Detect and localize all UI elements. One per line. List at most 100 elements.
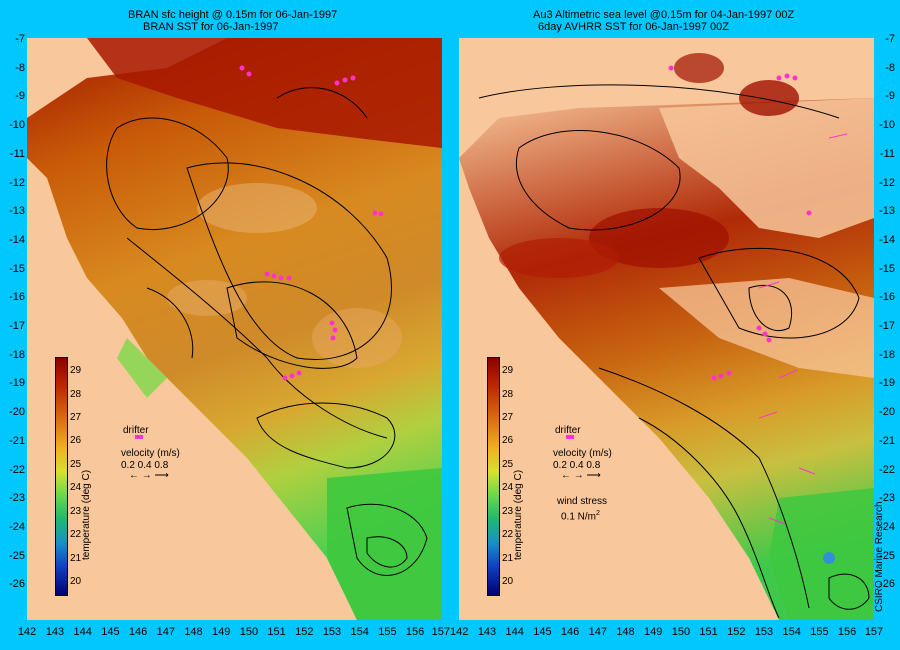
colorbar-tick: 28 — [70, 388, 82, 400]
left-title-line2: BRAN SST for 06-Jan-1997 — [143, 21, 279, 33]
lon-tick: 152 — [727, 626, 746, 638]
lon-tick: 146 — [128, 626, 148, 638]
lon-tick: 149 — [644, 626, 663, 638]
lat-tick: -25 — [879, 549, 895, 562]
bran-sst-field — [27, 38, 442, 620]
colorbar-tick: 24 — [502, 482, 514, 494]
lat-tick: -11 — [879, 147, 895, 160]
lat-tick: -17 — [9, 320, 25, 332]
lat-tick: -22 — [9, 463, 25, 476]
colorbar-gradient — [55, 357, 68, 596]
velocity-arrows-right: ← → ⟶ — [561, 470, 601, 481]
credit-text: CSIRO Marine Research — [874, 501, 885, 612]
drifter-marker-right — [566, 435, 574, 439]
lat-tick: -13 — [879, 205, 895, 218]
wind-stress-label: wind stress — [557, 496, 608, 507]
lat-tick: -9 — [15, 90, 25, 103]
lat-tick: -9 — [885, 90, 895, 103]
lat-tick: -16 — [879, 291, 895, 304]
lat-tick: -20 — [879, 406, 895, 419]
drifter-label-right: drifter — [555, 425, 581, 436]
lon-tick: 144 — [505, 626, 524, 638]
lat-tick: -15 — [879, 262, 895, 275]
lat-tick: -12 — [879, 176, 895, 189]
lon-tick: 142 — [17, 626, 37, 638]
lon-tick: 148 — [616, 626, 635, 638]
colorbar-title-right: temperature (deg C) — [513, 469, 524, 560]
lat-tick: -8 — [15, 61, 25, 74]
lat-tick: -8 — [885, 61, 895, 74]
lat-tick: -11 — [9, 147, 25, 160]
lat-tick: -17 — [879, 320, 895, 332]
right-title-line2: 6day AVHRR SST for 06-Jan-1997 00Z — [538, 21, 729, 33]
lat-tick: -25 — [9, 549, 25, 562]
lon-tick: 150 — [239, 626, 259, 638]
lon-tick: 147 — [156, 626, 175, 638]
colorbar-tick: 22 — [502, 529, 514, 541]
colorbar-tick: 23 — [70, 505, 82, 517]
left-title-line1: BRAN sfc height @ 0.15m for 06-Jan-1997 — [128, 9, 338, 21]
lat-tick: -26 — [879, 578, 895, 591]
lon-tick-shared: 157142 — [431, 626, 469, 638]
lon-tick: 157 — [864, 626, 884, 638]
lon-tick: 149 — [212, 626, 231, 638]
lat-tick: -23 — [879, 492, 895, 505]
wind-stress-exponent: 2 — [596, 510, 600, 517]
velocity-scale-right: 0.2 0.4 0.8 — [553, 460, 601, 471]
lon-tick: 146 — [560, 626, 580, 638]
colorbar-tick: 28 — [502, 388, 514, 400]
colorbar-tick: 23 — [502, 505, 514, 517]
avhrr-sst-map — [459, 38, 874, 620]
lon-tick: 153 — [322, 626, 342, 638]
lat-tick: -7 — [15, 33, 25, 45]
colorbar-tick: 20 — [502, 576, 514, 588]
lat-tick: -18 — [9, 348, 25, 361]
colorbar-tick: 20 — [70, 576, 82, 588]
velocity-scale-left: 0.2 0.4 0.8 — [121, 460, 169, 471]
lat-tick: -19 — [879, 377, 895, 390]
lat-tick: -10 — [879, 119, 895, 132]
lat-tick: -21 — [9, 434, 25, 447]
lat-tick: -12 — [9, 176, 25, 189]
lon-tick: 145 — [101, 626, 120, 638]
colorbar-tick: 21 — [70, 552, 82, 564]
velocity-label-left: velocity (m/s) — [121, 448, 180, 459]
lon-tick: 151 — [699, 626, 718, 638]
lon-tick: 143 — [477, 626, 497, 638]
colorbar-tick: 29 — [502, 365, 514, 377]
drifter-label-left: drifter — [123, 425, 149, 436]
velocity-label-right: velocity (m/s) — [553, 448, 612, 459]
lat-tick: -23 — [9, 492, 25, 505]
wind-stress-value: 0.1 N/m2 — [561, 510, 600, 523]
avhrr-sst-field — [459, 53, 874, 620]
lon-tick: 151 — [267, 626, 286, 638]
lat-tick: -22 — [879, 463, 895, 476]
lon-tick: 147 — [588, 626, 607, 638]
lat-tick: -24 — [879, 520, 895, 533]
colorbar-tick: 25 — [70, 458, 82, 470]
lat-tick: -14 — [9, 233, 25, 246]
lat-tick: -26 — [9, 578, 25, 591]
lat-tick: -13 — [9, 205, 25, 218]
drifter-marker-left — [135, 435, 143, 439]
lat-tick: -24 — [9, 520, 25, 533]
lon-tick: 153 — [754, 626, 774, 638]
colorbar-tick: 25 — [502, 458, 514, 470]
lon-tick: 154 — [350, 626, 369, 638]
colorbar-tick: 21 — [502, 552, 514, 564]
lat-tick: -15 — [9, 262, 25, 275]
lat-tick: -10 — [9, 119, 25, 132]
lat-tick: -16 — [9, 291, 25, 304]
lat-tick: -14 — [879, 233, 895, 246]
lon-tick: 150 — [671, 626, 691, 638]
lon-tick: 148 — [184, 626, 203, 638]
lat-tick: -19 — [9, 377, 25, 390]
colorbar-title-left: temperature (deg C) — [81, 469, 92, 560]
lon-tick: 152 — [295, 626, 314, 638]
bran-sst-map — [27, 38, 442, 620]
lat-tick: -18 — [879, 348, 895, 361]
colorbar-gradient — [487, 357, 500, 596]
lat-tick: -7 — [885, 33, 895, 45]
right-title-line1: Au3 Altimetric sea level @0.15m for 04-J… — [533, 9, 795, 21]
colorbar-tick: 27 — [70, 412, 82, 423]
